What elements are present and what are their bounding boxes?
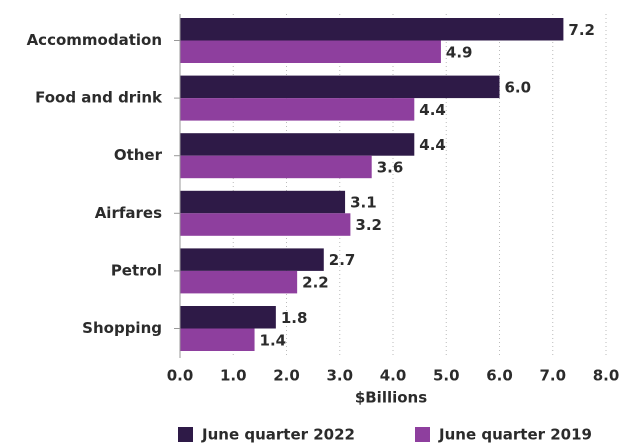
- bar: [180, 133, 415, 156]
- value-label: 6.0: [505, 78, 532, 96]
- x-tick-label: 4.0: [380, 367, 407, 385]
- value-label: 2.2: [302, 274, 329, 292]
- value-label: 7.2: [568, 21, 595, 39]
- x-tick-label: 7.0: [539, 367, 566, 385]
- y-tick-label: Accommodation: [27, 31, 162, 49]
- value-label: 4.9: [446, 43, 473, 61]
- bar: [180, 40, 441, 63]
- x-tick-label: 5.0: [433, 367, 460, 385]
- legend-swatch: [178, 427, 193, 442]
- y-tick-label: Petrol: [111, 261, 162, 279]
- x-axis-label: $Billions: [355, 389, 427, 407]
- value-label: 3.6: [377, 158, 404, 176]
- legend-label: June quarter 2019: [438, 426, 592, 443]
- bar: [180, 190, 346, 214]
- bar: [180, 328, 255, 351]
- x-tick-label: 1.0: [220, 367, 247, 385]
- x-tick-label: 2.0: [273, 367, 300, 385]
- bar: [180, 75, 500, 99]
- y-tick-label: Other: [114, 146, 163, 164]
- y-tick-label: Food and drink: [35, 89, 163, 107]
- value-label: 4.4: [419, 136, 446, 154]
- value-label: 1.8: [281, 309, 308, 327]
- y-tick-label: Shopping: [82, 319, 162, 337]
- x-tick-label: 8.0: [593, 367, 620, 385]
- bar: [180, 98, 415, 121]
- bar: [180, 306, 276, 329]
- bar: [180, 270, 298, 294]
- bar: [180, 155, 372, 179]
- x-tick-label: 3.0: [326, 367, 353, 385]
- bar: [180, 213, 351, 236]
- bar: [180, 18, 564, 41]
- value-label: 3.2: [355, 216, 382, 234]
- bar: [180, 248, 324, 271]
- legend-swatch: [415, 427, 430, 442]
- y-tick-label: Airfares: [95, 204, 162, 222]
- legend-label: June quarter 2022: [201, 426, 355, 443]
- value-label: 1.4: [260, 331, 287, 349]
- value-label: 2.7: [329, 251, 356, 269]
- value-label: 4.4: [419, 101, 446, 119]
- x-tick-label: 6.0: [486, 367, 513, 385]
- value-label: 3.1: [350, 194, 377, 212]
- x-tick-label: 0.0: [167, 367, 194, 385]
